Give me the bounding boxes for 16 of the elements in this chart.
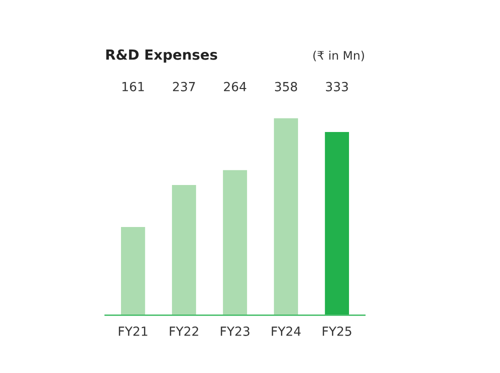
bar [170, 184, 198, 316]
x-tick-label: FY24 [272, 326, 301, 336]
chart-title: R&D Expenses [106, 49, 218, 63]
data-label: 333 [326, 82, 348, 92]
x-tick-label: FY21 [118, 326, 148, 336]
x-tick-label: FY23 [220, 326, 250, 336]
bar [272, 117, 300, 316]
bar [222, 168, 248, 316]
bar [120, 226, 146, 316]
x-tick-label: FY22 [170, 326, 198, 336]
data-label: 264 [224, 82, 246, 92]
x-tick-label: FY25 [322, 326, 352, 336]
data-label: 358 [275, 82, 298, 92]
data-label: 237 [173, 82, 195, 92]
chart-subtitle: (₹ in Mn) [313, 50, 364, 62]
data-label: 161 [122, 82, 144, 92]
